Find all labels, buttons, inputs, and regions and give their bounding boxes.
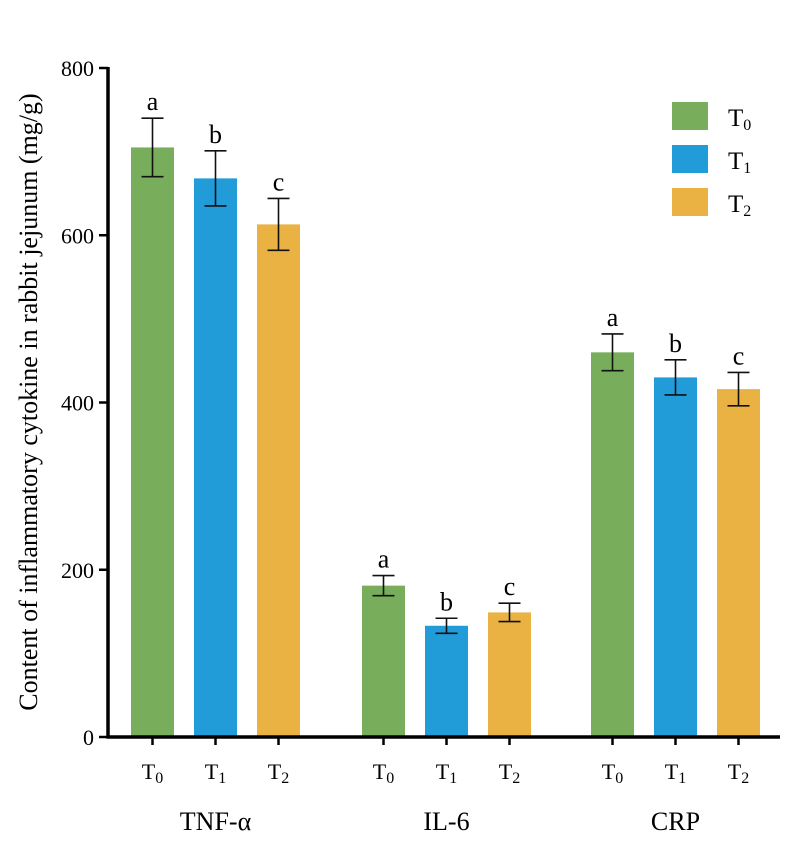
- legend-swatch-t2: [672, 188, 708, 216]
- sig-letter-tnf-t0: a: [147, 87, 159, 116]
- error-bar-crp-t1: [664, 359, 687, 396]
- sig-letter-crp-t0: a: [607, 303, 619, 332]
- sig-letter-il-6-t2: c: [504, 572, 516, 601]
- significance-letters-layer: a b c a b c a b c: [147, 87, 745, 616]
- x-tick-label-il-6-t2: T2: [499, 759, 520, 787]
- legend: T0 T1 T2: [672, 102, 751, 220]
- sig-letter-il-6-t0: a: [378, 545, 390, 574]
- error-bar-il-6-t0: [372, 574, 395, 597]
- sig-letter-tnf-t1: b: [209, 120, 222, 149]
- x-tick-label-crp-t0: T0: [602, 759, 623, 787]
- legend-swatch-t0: [672, 102, 708, 130]
- error-bar-tnf-t2: [267, 197, 290, 252]
- bar-crp-t0: [591, 352, 634, 737]
- error-bar-crp-t2: [727, 371, 750, 407]
- x-axis: T0 T1 T2 TNF-α T0 T1 T2 IL-6 T0 T1 T2 CRP: [106, 735, 780, 836]
- error-bar-il-6-t2: [498, 602, 521, 623]
- y-tick-label-600: 600: [61, 223, 94, 248]
- sig-letter-tnf-t2: c: [273, 167, 285, 196]
- y-tick-label-800: 800: [61, 56, 94, 81]
- bar-il-6-t2: [488, 612, 531, 737]
- x-tick-label-crp-t2: T2: [728, 759, 749, 787]
- sig-letter-crp-t1: b: [669, 329, 682, 358]
- legend-label-t0: T0: [728, 105, 751, 134]
- y-tick-label-0: 0: [83, 725, 94, 750]
- x-tick-label-crp-t1: T1: [665, 759, 686, 787]
- legend-label-t2: T2: [728, 191, 751, 220]
- error-bar-tnf-t0: [141, 117, 164, 178]
- sig-letter-il-6-t1: b: [440, 587, 453, 616]
- category-label-tnf: TNF-α: [180, 807, 252, 836]
- legend-swatch-t1: [672, 145, 708, 173]
- bar-tnf-t1: [194, 178, 237, 737]
- sig-letter-crp-t2: c: [733, 341, 745, 370]
- x-tick-label-il-6-t1: T1: [436, 759, 457, 787]
- bar-crp-t2: [717, 389, 760, 737]
- bar-tnf-t0: [131, 147, 174, 738]
- bars-layer: [131, 147, 760, 738]
- x-tick-label-tnf-t1: T1: [205, 759, 226, 787]
- bar-il-6-t1: [425, 625, 468, 737]
- legend-label-t1: T1: [728, 148, 751, 177]
- error-bar-crp-t0: [601, 333, 624, 372]
- y-tick-label-200: 200: [61, 558, 94, 583]
- error-bars-layer: [141, 117, 750, 635]
- category-label-il-6: IL-6: [423, 807, 469, 836]
- bar-il-6-t0: [362, 585, 405, 737]
- x-tick-label-il-6-t0: T0: [373, 759, 394, 787]
- bar-crp-t1: [654, 377, 697, 737]
- error-bar-il-6-t1: [435, 617, 458, 635]
- category-label-crp: CRP: [651, 807, 700, 836]
- y-tick-label-400: 400: [61, 391, 94, 416]
- bar-tnf-t2: [257, 224, 300, 737]
- error-bar-tnf-t1: [204, 149, 227, 207]
- y-axis-title: Content of inflammatory cytokine in rabb…: [14, 93, 43, 710]
- y-axis: 0 200 400 600 800: [61, 56, 110, 750]
- x-tick-label-tnf-t2: T2: [268, 759, 289, 787]
- x-tick-label-tnf-t0: T0: [142, 759, 163, 787]
